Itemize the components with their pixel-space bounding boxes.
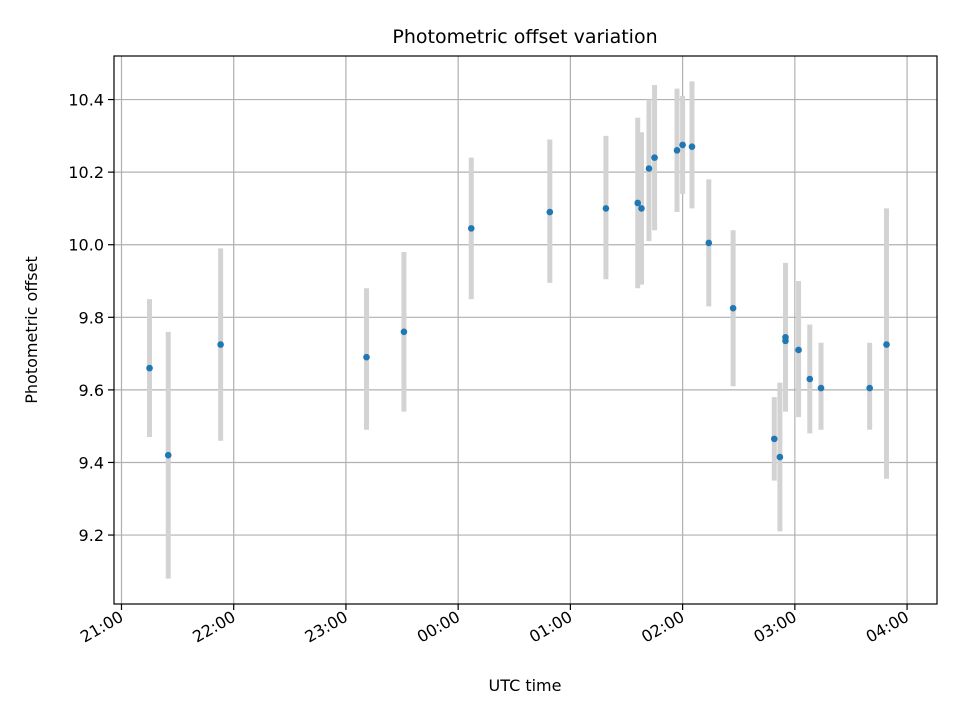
x-axis-label: UTC time [489,676,562,695]
chart-title: Photometric offset variation [392,26,657,48]
data-point [782,337,789,345]
y-tick-label: 10.4 [68,91,104,110]
data-point [634,199,642,207]
y-axis-label: Photometric offset [22,256,41,404]
data-points [146,141,890,461]
data-point [217,341,224,348]
y-tick-label: 9.6 [79,381,104,400]
data-point [546,208,554,216]
data-point [673,147,681,154]
y-tick-label: 9.4 [79,453,104,472]
data-point [776,453,784,461]
data-point [883,341,890,348]
data-point [400,328,408,336]
y-axis: 9.2 9.4 9.6 9.8 10.0 10.2 10.4 [68,91,114,545]
y-tick-label: 9.2 [79,526,104,545]
data-point [645,165,653,172]
data-point [602,205,610,212]
data-point [363,353,370,361]
data-point [795,346,802,354]
data-point [679,141,686,149]
data-point [651,154,658,161]
data-point [770,435,778,443]
plot-frame [113,55,938,605]
data-point [705,239,713,247]
data-point [164,451,172,459]
y-tick-label: 10.0 [68,236,104,255]
y-tick-label: 9.8 [79,308,104,327]
data-point [638,205,645,212]
data-point [729,304,737,312]
data-point [866,384,873,392]
data-point [467,225,475,232]
data-point [806,375,814,383]
data-point [146,364,153,372]
data-point [817,384,825,392]
y-tick-label: 10.2 [68,163,104,182]
data-point [688,143,696,151]
